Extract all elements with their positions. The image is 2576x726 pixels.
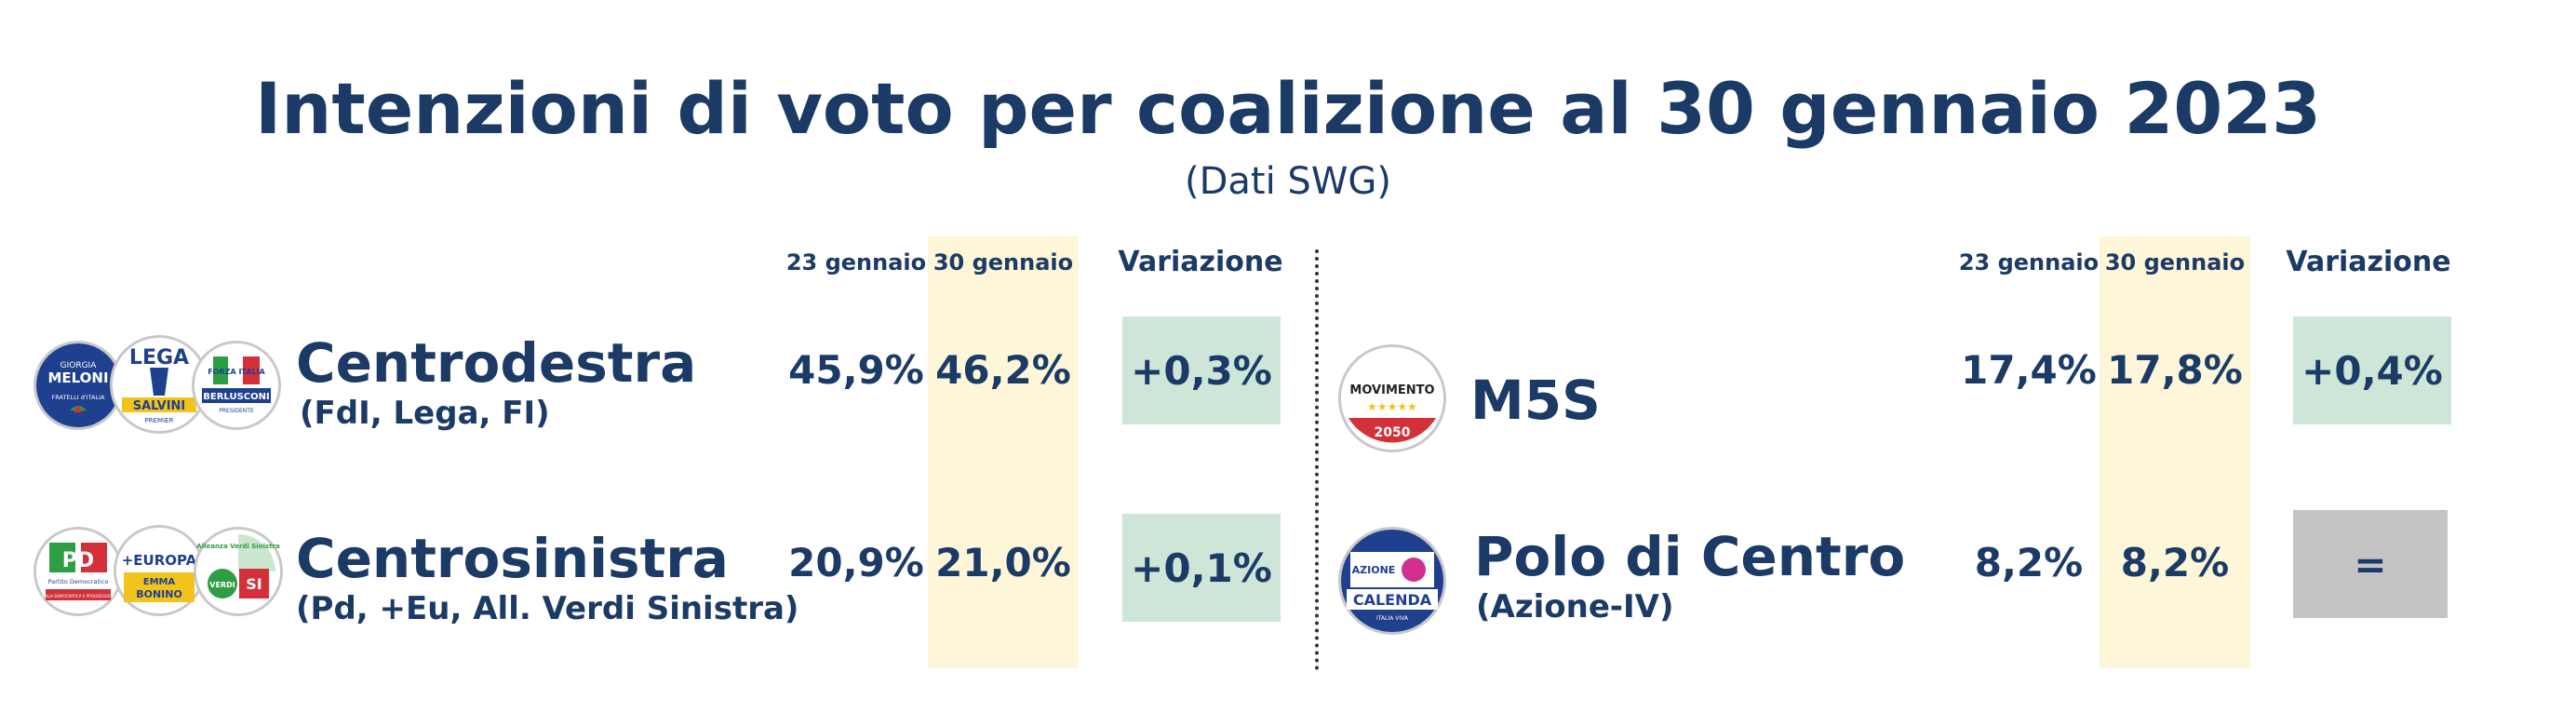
- azione-logo-text: AZIONE: [1352, 564, 1396, 576]
- lega-logo-text2: SALVINI: [133, 399, 186, 413]
- pd-logo-icon: PD Partito Democratico ITALIA DEMOCRATIC…: [34, 527, 123, 616]
- change-badge-polo-di-centro: =: [2293, 510, 2448, 618]
- fdi-logo-icon: GIORGIA MELONI FRATELLI d'ITALIA: [34, 341, 123, 430]
- coalition-name-centrosinistra: Centrosinistra: [296, 527, 729, 590]
- column-header-change-left: Variazione: [1118, 246, 1283, 278]
- piu-europa-logo-icon: +EUROPA EMMA BONINO: [114, 525, 205, 616]
- verdi-sinistra-logo-text3: VERDI: [209, 581, 235, 589]
- fdi-logo-text: MELONI: [47, 370, 108, 386]
- column-header-prev-left: 23 gennaio: [785, 249, 927, 276]
- change-badge-centrodestra: +0,3%: [1122, 316, 1281, 424]
- verdi-sinistra-logo-text: Alleanza Verdi Sinistra: [196, 543, 280, 550]
- column-header-curr-right: 30 gennaio: [2104, 249, 2246, 276]
- curr-value-polo-di-centro: 8,2%: [2120, 540, 2230, 585]
- m5s-logo-text: MOVIMENTO: [1349, 383, 1434, 397]
- prev-value-centrodestra: 45,9%: [788, 347, 924, 393]
- piu-europa-logo-text: +EUROPA: [122, 552, 197, 569]
- pd-logo-text2: Partito Democratico: [48, 578, 109, 585]
- lega-logo-text: LEGA: [129, 346, 189, 370]
- verdi-sinistra-logo-icon: Alleanza Verdi Sinistra VERDI SI: [194, 527, 283, 616]
- piu-europa-logo-text2: EMMA: [143, 577, 176, 587]
- coalition-detail-centrodestra: (FdI, Lega, FI): [300, 395, 550, 432]
- azione-iv-logo-text: CALENDA: [1353, 591, 1432, 609]
- change-badge-centrosinistra: +0,1%: [1122, 514, 1281, 622]
- coalition-detail-polo-di-centro: (Azione-IV): [1476, 588, 1674, 625]
- forza-italia-logo-icon: FORZA ITALIA BERLUSCONI PRESIDENTE: [192, 341, 281, 430]
- page-subtitle: (Dati SWG): [1185, 160, 1391, 203]
- curr-value-centrosinistra: 21,0%: [935, 540, 1071, 585]
- fdi-logo-text3: GIORGIA: [60, 361, 98, 370]
- column-header-prev-right: 23 gennaio: [1958, 249, 2100, 276]
- m5s-logo-text2: 2050: [1375, 425, 1411, 440]
- m5s-logo-icon: MOVIMENTO ★★★★★ 2050: [1338, 344, 1446, 452]
- pd-logo-text: PD: [62, 549, 94, 572]
- verdi-sinistra-logo-text2: SI: [246, 575, 262, 593]
- piu-europa-logo-text3: BONINO: [136, 588, 182, 600]
- fdi-logo-text2: FRATELLI d'ITALIA: [52, 394, 106, 401]
- coalition-name-m5s: M5S: [1470, 369, 1601, 432]
- current-column-highlight-left: [928, 236, 1079, 668]
- m5s-logo-stars: ★★★★★: [1367, 400, 1417, 413]
- current-column-highlight-right: [2100, 236, 2250, 668]
- azione-iv-logo-text3: ITALIA VIVA: [1376, 615, 1409, 622]
- azione-iv-logo-icon: AZIONE CALENDA ITALIA VIVA: [1338, 527, 1446, 635]
- coalition-detail-centrosinistra: (Pd, +Eu, All. Verdi Sinistra): [296, 590, 799, 627]
- forza-italia-logo-text3: PRESIDENTE: [219, 408, 254, 414]
- forza-italia-logo-text: FORZA ITALIA: [208, 368, 265, 376]
- column-divider: [1315, 249, 1319, 670]
- column-header-change-right: Variazione: [2286, 246, 2451, 278]
- coalition-name-polo-di-centro: Polo di Centro: [1474, 525, 1906, 588]
- curr-value-centrodestra: 46,2%: [935, 347, 1071, 393]
- column-header-curr-left: 30 gennaio: [932, 249, 1074, 276]
- page-title: Intenzioni di voto per coalizione al 30 …: [255, 67, 2321, 150]
- pd-logo-text3: ITALIA DEMOCRATICA E PROGRESSISTA: [42, 594, 114, 598]
- lega-logo-text3: PREMIER: [145, 417, 174, 424]
- prev-value-centrosinistra: 20,9%: [788, 540, 924, 585]
- coalition-name-centrodestra: Centrodestra: [296, 331, 697, 395]
- prev-value-polo-di-centro: 8,2%: [1974, 540, 2084, 585]
- prev-value-m5s: 17,4%: [1961, 347, 2097, 393]
- change-badge-m5s: +0,4%: [2293, 316, 2451, 424]
- curr-value-m5s: 17,8%: [2107, 347, 2243, 393]
- forza-italia-logo-text2: BERLUSCONI: [203, 392, 269, 402]
